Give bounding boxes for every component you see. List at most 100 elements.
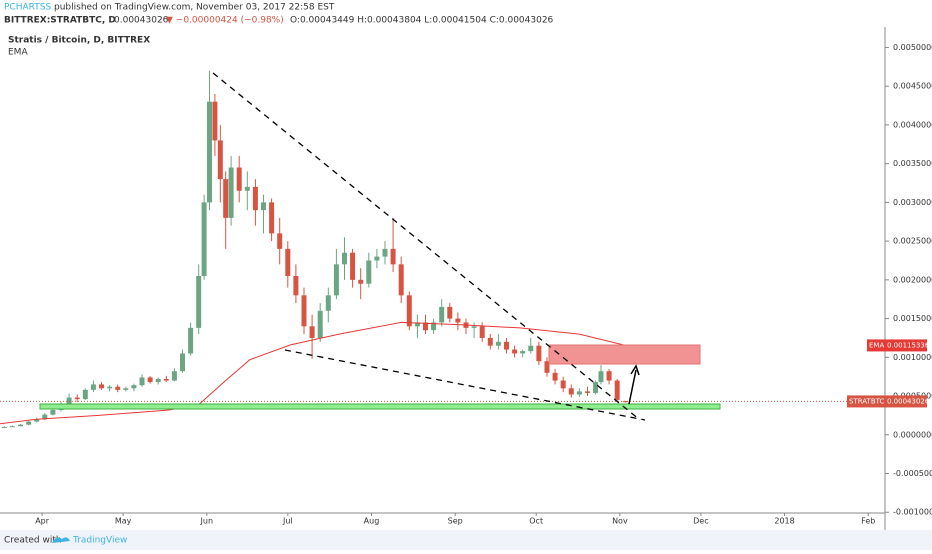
candle-body [42, 414, 48, 420]
candle-body [228, 167, 234, 218]
candle-body [196, 275, 202, 328]
candle-body [309, 326, 315, 338]
candle-body [479, 326, 485, 338]
candle-body [447, 306, 453, 319]
logo [52, 537, 70, 543]
candle-body [398, 264, 404, 296]
candle-body [584, 391, 590, 393]
candle-body [180, 353, 186, 372]
candle-body [333, 264, 339, 296]
candle-body [9, 426, 15, 428]
candle-body [325, 295, 331, 311]
candle-body [390, 248, 396, 265]
candle-body [236, 167, 242, 191]
ohlc: O:0.00043449 H:0.00043804 L:0.00041504 C… [290, 16, 554, 26]
support-zone [39, 403, 721, 410]
y-tick-label: 0.00450000 [893, 82, 932, 91]
price-tag-value: 0.00115336 [887, 341, 930, 349]
candle-body [18, 424, 24, 427]
candle-body [552, 372, 558, 381]
candle-body [495, 341, 501, 346]
candle-body [374, 256, 380, 261]
candle-body [568, 388, 574, 395]
change: ▼ −0.00000424 (−0.98%) [166, 16, 284, 26]
created-with: Created with [4, 536, 62, 546]
candle-body [439, 306, 445, 323]
candle-body [139, 377, 145, 386]
arrow-head [630, 364, 640, 376]
last-price-tag [847, 395, 927, 408]
x-tick-label: Dec [693, 517, 708, 526]
candle-body [598, 371, 604, 383]
candle-body [576, 391, 582, 395]
candle-body [217, 140, 223, 180]
y-tick-label: 0.00400000 [893, 120, 932, 129]
candle-body [317, 310, 323, 338]
candle-body [207, 101, 213, 203]
y-tick-label: 0.00300000 [893, 198, 932, 207]
x-tick-label: Feb [861, 517, 875, 526]
last-price-value: 0.00043026 [887, 397, 930, 405]
candle-body [26, 421, 32, 425]
candle-body [34, 419, 40, 422]
candle-body [269, 202, 275, 234]
candle-body [285, 248, 291, 276]
candle-body [171, 371, 177, 381]
x-tick-label: Aug [364, 517, 380, 526]
candle-body [123, 388, 129, 390]
candle-body [90, 384, 96, 390]
candle-body [131, 385, 137, 389]
x-tick-label: May [115, 517, 132, 526]
candle-body [614, 380, 620, 400]
candle-body [50, 409, 56, 415]
last-price-symbol: STRATBTC [849, 397, 884, 405]
candle-body [252, 186, 258, 211]
candle-body [223, 179, 229, 218]
trendline [212, 72, 641, 421]
candle-body [99, 384, 105, 389]
candle-body [422, 322, 428, 331]
candle-body [622, 401, 628, 403]
candle-body [155, 378, 161, 383]
footer [0, 530, 932, 550]
candle-body [244, 186, 250, 191]
legend-title: Stratis / Bitcoin, D, BITTREX [8, 36, 150, 46]
y-tick-label: 0.00200000 [893, 275, 932, 284]
candle-body [82, 389, 88, 400]
x-tick-label: Nov [612, 517, 628, 526]
x-tick-label: Jun [200, 517, 214, 526]
candle-body [261, 202, 267, 211]
y-tick-label: 0.00350000 [893, 159, 932, 168]
resistance-zone [548, 344, 701, 365]
candle-body [560, 380, 566, 389]
candle-body [536, 345, 542, 362]
candle-body [301, 295, 307, 327]
candle-body [350, 252, 356, 280]
brand[interactable]: TradingView [72, 536, 127, 546]
y-tick-label: -0.00050000 [893, 469, 932, 478]
candle-body [520, 351, 526, 354]
candle-body [471, 326, 477, 328]
last: 0.00043026 [114, 16, 169, 26]
x-tick-label: Sep [448, 517, 463, 526]
price-tag [867, 339, 927, 352]
price-tag-name: EMA [869, 341, 884, 349]
y-tick-label: 0.00150000 [893, 314, 932, 323]
x-tick-label: Apr [35, 517, 50, 526]
candle-body [544, 361, 550, 373]
published: published on TradingView.com, November 0… [54, 3, 335, 13]
candle-body [212, 101, 218, 141]
candle-body [115, 386, 121, 390]
candle-body [593, 382, 599, 393]
candle-body [163, 378, 169, 381]
candle-body [431, 322, 437, 331]
candle-body [341, 252, 347, 265]
candle-body [487, 337, 493, 346]
ema-line [0, 321, 626, 425]
candle-body [107, 386, 113, 389]
author[interactable]: PCHARTSS [4, 3, 51, 13]
y-tick-label: 0.00100000 [893, 353, 932, 362]
y-tick-label: -0.00100000 [893, 508, 932, 517]
